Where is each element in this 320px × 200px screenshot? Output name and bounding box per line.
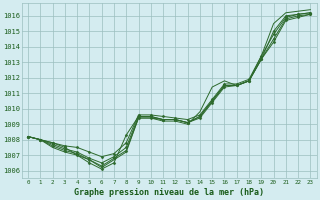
X-axis label: Graphe pression niveau de la mer (hPa): Graphe pression niveau de la mer (hPa) bbox=[74, 188, 264, 197]
